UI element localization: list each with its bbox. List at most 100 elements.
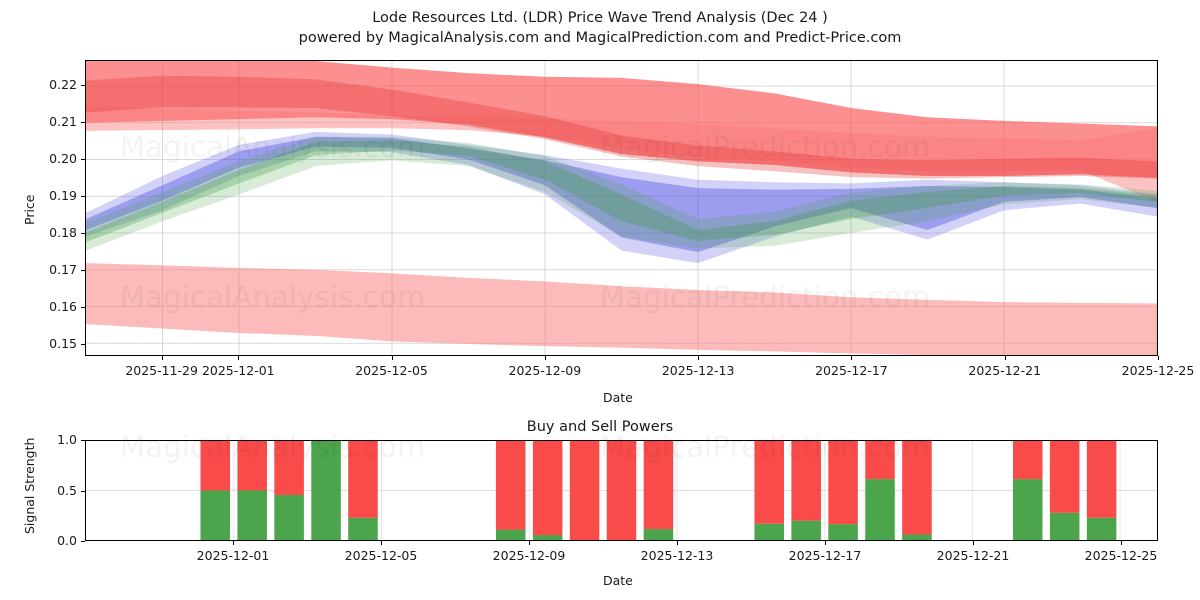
sell-power-bar bbox=[902, 441, 932, 535]
powers-x-tick: 2025-12-13 bbox=[640, 548, 714, 563]
powers-x-tick: 2025-12-01 bbox=[196, 548, 270, 563]
buy-power-bar bbox=[532, 535, 563, 540]
powers-y-tickmark bbox=[81, 490, 85, 492]
price-y-axis-label: Price bbox=[22, 194, 37, 226]
powers-y-tick: 0.0 bbox=[57, 533, 77, 548]
price-x-tick: 2025-12-17 bbox=[815, 363, 888, 378]
sell-power-bar bbox=[532, 441, 563, 536]
buy-power-bar bbox=[1049, 512, 1080, 540]
price-x-tick: 2025-12-09 bbox=[508, 363, 582, 378]
powers-x-tickmark bbox=[529, 541, 530, 545]
buy-power-bar bbox=[348, 517, 378, 540]
buy-power-bar bbox=[828, 524, 858, 540]
buy-power-bar bbox=[902, 534, 932, 540]
powers-x-tickmark bbox=[825, 541, 826, 545]
page-subtitle: powered by MagicalAnalysis.com and Magic… bbox=[298, 30, 902, 46]
sell-power-bar bbox=[237, 441, 267, 491]
price-x-tickmark bbox=[1158, 356, 1159, 360]
powers-chart-title: Buy and Sell Powers bbox=[526, 419, 674, 435]
sell-power-bar bbox=[1049, 441, 1080, 513]
sell-power-bar bbox=[643, 441, 674, 530]
band-lower-support-band bbox=[86, 263, 1157, 355]
powers-y-tick: 1.0 bbox=[57, 432, 77, 447]
price-x-tick: 2025-12-25 bbox=[1121, 363, 1195, 378]
band-wave-band-red-core bbox=[86, 75, 1157, 179]
buy-power-bar bbox=[754, 523, 784, 540]
band-upper-resistance-band-outer bbox=[86, 106, 1157, 202]
band-wave-band-blue-outer bbox=[86, 131, 1157, 264]
sell-power-bar bbox=[200, 441, 231, 491]
band-wave-band-blue-inner bbox=[86, 136, 1157, 253]
sell-power-bar bbox=[1086, 441, 1117, 518]
powers-x-tickmark bbox=[677, 541, 678, 545]
page-title: Lode Resources Ltd. (LDR) Price Wave Tre… bbox=[372, 10, 828, 26]
powers-x-tickmark bbox=[973, 541, 974, 545]
buy-power-bar bbox=[200, 490, 231, 540]
price-y-tick: 0.22 bbox=[49, 77, 77, 93]
title-block: Lode Resources Ltd. (LDR) Price Wave Tre… bbox=[0, 8, 1200, 48]
sell-power-bar bbox=[569, 441, 600, 540]
powers-x-tick: 2025-12-25 bbox=[1084, 548, 1158, 563]
price-y-tickmark bbox=[81, 307, 85, 309]
price-y-tick: 0.19 bbox=[49, 188, 77, 204]
powers-x-tickmark bbox=[381, 541, 382, 545]
price-x-tick: 2025-11-29 bbox=[125, 363, 198, 378]
price-x-tick: 2025-12-01 bbox=[201, 363, 275, 378]
sell-power-bar bbox=[495, 441, 526, 530]
powers-x-axis-label: Date bbox=[603, 573, 633, 588]
powers-chart-plot-area bbox=[85, 440, 1158, 541]
powers-y-tickmark bbox=[81, 541, 85, 542]
price-y-tickmark bbox=[81, 196, 85, 198]
price-x-tickmark bbox=[161, 356, 163, 360]
price-y-tickmark bbox=[81, 122, 85, 124]
price-y-tickmark bbox=[81, 159, 85, 161]
price-y-tickmark bbox=[81, 270, 85, 272]
powers-x-tick: 2025-12-09 bbox=[492, 548, 566, 563]
buy-power-bar bbox=[237, 490, 267, 540]
buy-power-bar bbox=[311, 441, 341, 540]
price-x-tick: 2025-12-21 bbox=[968, 363, 1042, 378]
buy-power-bar bbox=[865, 479, 895, 540]
powers-y-tickmark bbox=[81, 440, 85, 441]
price-x-tick: 2025-12-05 bbox=[355, 363, 428, 378]
price-y-tickmark bbox=[81, 85, 85, 87]
band-wave-band-green-outer bbox=[86, 136, 1157, 251]
price-wave-bands bbox=[86, 61, 1157, 355]
powers-x-tick: 2025-12-21 bbox=[936, 548, 1010, 563]
powers-x-tick: 2025-12-05 bbox=[344, 548, 418, 563]
price-y-tick: 0.18 bbox=[49, 225, 77, 241]
sell-power-bar bbox=[865, 441, 895, 480]
price-x-tickmark bbox=[851, 356, 853, 360]
buy-power-bar bbox=[495, 529, 526, 540]
price-x-tick: 2025-12-13 bbox=[661, 363, 735, 378]
buy-power-bar bbox=[791, 520, 821, 540]
band-wave-band-green-inner bbox=[86, 140, 1157, 243]
price-y-tick: 0.20 bbox=[49, 151, 77, 167]
band-upper-resistance-band bbox=[86, 61, 1157, 178]
price-x-axis-label: Date bbox=[603, 390, 633, 405]
price-y-tick: 0.16 bbox=[49, 299, 77, 315]
price-x-tickmark bbox=[698, 356, 700, 360]
price-x-tickmark bbox=[544, 356, 546, 360]
price-x-tickmark bbox=[391, 356, 393, 360]
sell-power-bar bbox=[828, 441, 858, 525]
price-x-tickmark bbox=[1004, 356, 1006, 360]
powers-y-axis-label: Signal Strength bbox=[22, 437, 37, 534]
sell-power-bar bbox=[606, 441, 637, 540]
sell-power-bar bbox=[348, 441, 378, 518]
price-y-tickmark bbox=[81, 233, 85, 235]
price-y-tick: 0.21 bbox=[49, 114, 77, 130]
buy-power-bar bbox=[274, 494, 304, 540]
powers-y-tick: 0.5 bbox=[57, 482, 77, 498]
price-y-tick: 0.15 bbox=[49, 336, 77, 352]
buy-power-bar bbox=[643, 529, 674, 540]
price-x-tickmark bbox=[238, 356, 240, 360]
powers-x-tickmark bbox=[233, 541, 234, 545]
buy-power-bar bbox=[1012, 479, 1043, 540]
powers-x-tickmark bbox=[1121, 541, 1122, 545]
price-y-tickmark bbox=[81, 344, 85, 346]
buy-sell-bars bbox=[86, 441, 1157, 540]
sell-power-bar bbox=[791, 441, 821, 521]
sell-power-bar bbox=[754, 441, 784, 524]
